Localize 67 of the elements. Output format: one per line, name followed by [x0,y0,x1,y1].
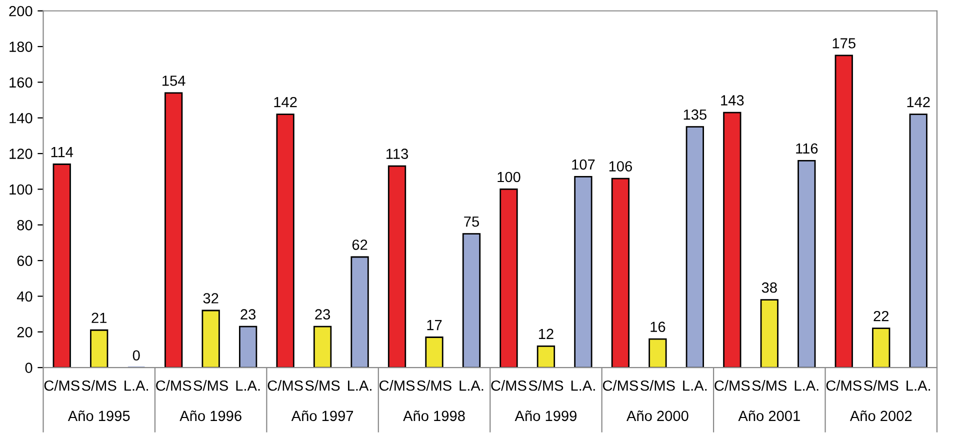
text: L.A. [460,380,484,391]
data-label: 32 [203,293,218,304]
text: S/MS [305,380,340,391]
text: C/MS [602,380,638,391]
text: L.A. [571,380,595,391]
x-tick-label: Año 2000 [626,410,688,422]
text: L.A. [348,380,372,391]
text: L.A. [906,380,930,391]
text: L.A. [236,380,260,391]
text: S/MS [528,380,564,391]
data-label: 143 [721,95,744,106]
data-label: 100 [498,172,520,182]
data-label: 16 [650,322,666,332]
data-label: 23 [315,309,330,320]
text: S/MS [82,380,116,391]
y-tick-label: 40 [16,291,32,302]
x-tick-label: Año 1997 [291,410,354,422]
data-label: 22 [874,310,888,322]
x-tick-label: Año 1996 [180,410,242,422]
data-label: 106 [609,161,632,172]
data-label: 142 [274,96,297,108]
data-label: 154 [162,76,186,86]
x-tick-label: Año 2002 [850,410,912,422]
text: C/MS [44,380,80,391]
text: S/MS [417,380,452,391]
text: L.A. [683,380,707,391]
y-tick-label: 160 [10,77,32,88]
series-label: C/MS [156,380,192,391]
y-tick-label: 100 [10,184,32,195]
x-tick-label: Año 1999 [514,410,576,422]
data-label: 113 [386,148,408,159]
series-label: L.A. [124,380,148,391]
x-tick-label: Año 2001 [738,410,800,422]
text: S/MS [752,380,787,391]
data-label: 175 [832,38,856,48]
text: L.A. [794,380,818,391]
data-label: 38 [762,282,777,293]
text: S/MS [864,380,898,391]
data-label: 107 [572,159,595,170]
text: C/MS [714,380,750,391]
data-label: 62 [352,240,368,250]
y-tick-label: 20 [17,327,32,338]
x-tick-label: Año 1998 [403,410,465,422]
data-label: 12 [538,328,554,339]
text: C/MS [268,380,303,391]
data-label: 142 [907,96,930,108]
y-tick-label: 60 [17,256,32,266]
y-tick-label: 120 [10,148,32,159]
data-label: 21 [92,312,107,323]
data-label: 17 [427,320,442,330]
y-tick-label: 140 [10,112,32,124]
y-tick-label: 200 [9,6,32,16]
text: S/MS [194,380,228,391]
y-tick-label: 180 [10,42,32,52]
data-label: 0 [132,350,140,361]
series-label: S/MS [640,380,675,391]
data-label: 114 [51,147,74,158]
x-tick-label: Año 1995 [68,410,130,422]
data-label: 116 [796,143,818,154]
data-label: 135 [684,109,706,120]
text: C/MS [380,380,415,391]
data-label: 23 [240,309,256,320]
text: C/MS [491,380,526,391]
text: C/MS [826,380,862,391]
y-tick-label: 0 [25,362,32,374]
data-label: 75 [464,216,479,227]
y-tick-label: 80 [17,220,32,230]
